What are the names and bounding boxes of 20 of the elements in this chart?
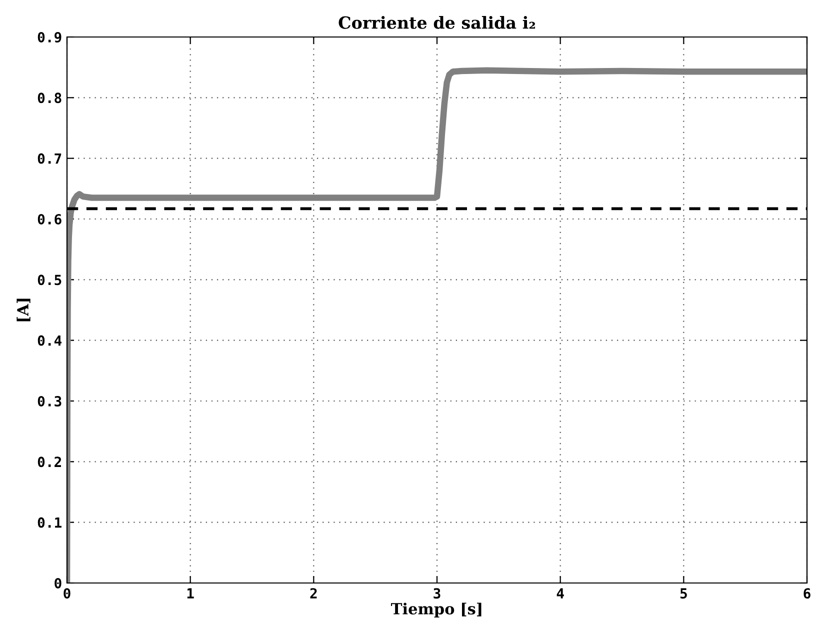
y-tick-label: 0.2 <box>38 456 61 468</box>
x-tick-label: 5 <box>680 588 687 599</box>
y-tick-label: 0.8 <box>38 92 62 104</box>
x-tick-label: 0 <box>64 588 70 599</box>
x-tick-label: 3 <box>434 588 440 599</box>
chart-title: Corriente de salida i₂ <box>338 16 536 29</box>
x-tick-label: 1 <box>187 588 194 598</box>
y-tick-label: 0.5 <box>38 274 62 286</box>
y-tick-label: 0.3 <box>38 396 62 406</box>
y-tick-label: 0.6 <box>38 214 62 224</box>
y-tick-label: 0.7 <box>38 153 62 164</box>
x-tick-label: 2 <box>310 588 317 598</box>
x-axis-title: Tiempo [s] <box>391 602 482 618</box>
y-tick-label: 0 <box>54 578 62 588</box>
y-tick-label: 0.1 <box>38 517 62 528</box>
y-tick-label: 0.9 <box>38 32 62 43</box>
x-tick-label: 6 <box>804 588 810 599</box>
y-axis-title: [A] <box>16 298 30 322</box>
x-tick-label: 4 <box>556 588 564 598</box>
y-tick-label: 0.4 <box>38 335 62 346</box>
